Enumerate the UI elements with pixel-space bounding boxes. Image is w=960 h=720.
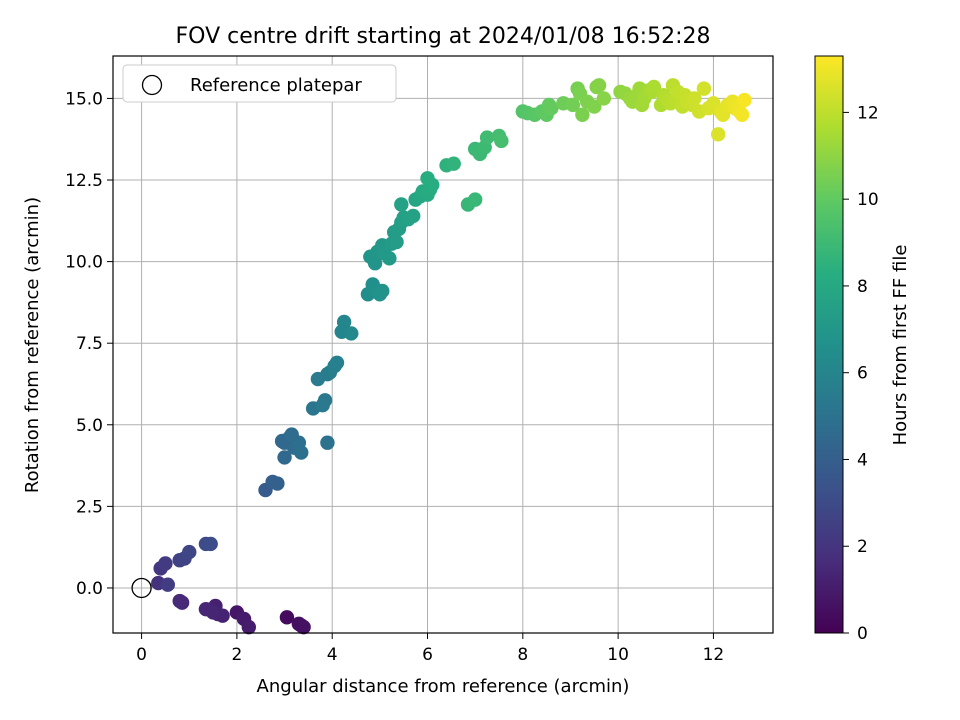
y-tick-label: 2.5	[76, 497, 103, 517]
data-point	[420, 171, 435, 186]
x-tick-label: 8	[517, 645, 528, 665]
legend-reference-marker	[141, 74, 163, 96]
data-point	[446, 156, 461, 171]
data-point	[329, 355, 345, 370]
data-points	[131, 78, 752, 635]
x-tick-label: 10	[607, 645, 629, 665]
data-point	[277, 450, 292, 465]
data-point	[646, 79, 662, 95]
data-point	[182, 544, 197, 560]
data-point	[596, 91, 612, 106]
colorbar-tick-label: 4	[857, 450, 868, 470]
x-tick-label: 12	[703, 645, 725, 665]
colorbar-tick-label: 12	[857, 103, 879, 123]
data-point	[394, 197, 409, 212]
data-point	[310, 371, 326, 387]
colorbar-ticks: 0 2 4 6 8 10 12	[843, 103, 879, 644]
data-point	[575, 107, 590, 122]
data-point	[479, 130, 495, 145]
y-axis-ticks: 0.0 2.5 5.0 7.5 10.0 12.5 15.0	[65, 89, 113, 599]
y-tick-label: 7.5	[76, 334, 103, 354]
data-point	[160, 577, 176, 592]
data-point	[389, 234, 404, 250]
data-point	[284, 427, 299, 442]
y-tick-label: 5.0	[76, 416, 103, 436]
data-point	[315, 398, 330, 413]
data-point	[344, 326, 359, 341]
colorbar-tick-label: 2	[857, 537, 868, 557]
data-point	[565, 97, 581, 113]
colorbar-tick-label: 0	[857, 624, 868, 644]
data-point	[172, 593, 187, 609]
colorbar-tick-label: 6	[857, 364, 868, 384]
data-point	[375, 283, 390, 299]
x-tick-label: 2	[231, 645, 242, 665]
data-point	[270, 476, 285, 491]
data-point	[296, 619, 311, 635]
x-tick-label: 6	[422, 645, 433, 665]
data-point	[587, 99, 602, 114]
data-point	[710, 127, 726, 142]
data-point	[203, 536, 218, 552]
data-point	[696, 81, 712, 96]
x-axis-label: Angular distance from reference (arcmin)	[257, 676, 630, 697]
x-tick-label: 0	[136, 645, 147, 665]
colorbar-gradient	[814, 55, 844, 634]
y-axis-label: Rotation from reference (arcmin)	[22, 197, 43, 493]
data-point	[734, 107, 750, 122]
data-point	[406, 208, 421, 224]
data-point	[687, 91, 702, 106]
x-tick-label: 4	[327, 645, 338, 665]
data-point	[494, 133, 509, 149]
colorbar-tick-label: 10	[857, 190, 879, 210]
data-point	[737, 92, 752, 108]
legend: Reference platepar	[122, 64, 397, 103]
data-point	[279, 610, 295, 625]
data-point	[320, 435, 335, 450]
chart-title: FOV centre drift starting at 2024/01/08 …	[176, 24, 711, 49]
y-tick-label: 10.0	[65, 253, 103, 273]
y-tick-label: 12.5	[65, 171, 103, 191]
legend-label: Reference platepar	[190, 75, 362, 96]
colorbar: 0 2 4 6 8 10 12 Hours from first FF file	[814, 55, 911, 644]
x-axis-ticks: 0 2 4 6 8 10 12	[136, 633, 724, 665]
data-point	[294, 445, 309, 460]
data-point	[241, 619, 257, 635]
colorbar-label: Hours from first FF file	[890, 245, 911, 446]
colorbar-tick-label: 8	[857, 277, 868, 297]
y-tick-label: 0.0	[76, 579, 103, 599]
legend-box	[122, 64, 397, 103]
data-point	[198, 601, 214, 617]
y-tick-label: 15.0	[65, 89, 103, 109]
data-point	[382, 251, 397, 266]
data-point	[591, 78, 607, 93]
data-point	[158, 556, 173, 571]
reference-platepar-marker	[131, 577, 152, 599]
data-point	[544, 101, 559, 116]
data-point	[467, 192, 483, 207]
plot-frame	[112, 55, 774, 634]
